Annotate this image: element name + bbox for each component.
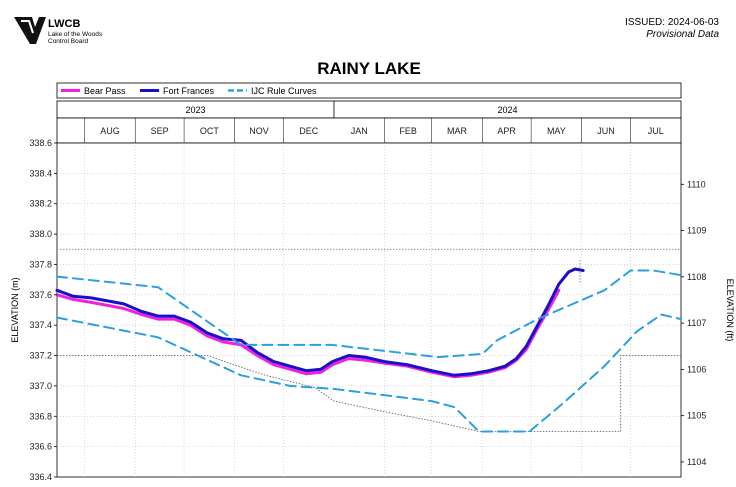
data-status: Provisional Data xyxy=(646,29,719,40)
month-label-may: MAY xyxy=(547,126,566,136)
month-label-dec: DEC xyxy=(299,126,319,136)
legend-label-ijc-rule-curves: IJC Rule Curves xyxy=(251,86,317,96)
month-label-aug: AUG xyxy=(100,126,120,136)
month-label-sep: SEP xyxy=(151,126,169,136)
month-label-feb: FEB xyxy=(399,126,417,136)
logo-org-name: Lake of the Woods xyxy=(48,31,103,38)
chart-title: RAINY LAKE xyxy=(317,59,421,78)
y-tick-label-left: 338.6 xyxy=(29,138,52,148)
series-line-ijc-rule-curves xyxy=(56,269,682,359)
month-label-jan: JAN xyxy=(351,126,368,136)
y-axis-label-right: ELEVATION (ft) xyxy=(725,279,735,342)
y-tick-label-right: 1110 xyxy=(687,179,706,189)
year-label-2024: 2024 xyxy=(497,105,517,115)
y-tick-label-right: 1106 xyxy=(687,364,706,374)
legend-label-fort-frances: Fort Frances xyxy=(163,86,215,96)
legend-label-bear-pass: Bear Pass xyxy=(84,86,126,96)
month-label-nov: NOV xyxy=(249,126,269,136)
month-label-apr: APR xyxy=(497,126,516,136)
year-band xyxy=(56,100,682,119)
month-label-jun: JUN xyxy=(597,126,615,136)
logo-org-name-2: Control Board xyxy=(48,38,88,45)
y-tick-label-left: 337.2 xyxy=(29,351,52,361)
issued-date: ISSUED: 2024-06-03 xyxy=(625,17,719,28)
y-tick-label-right: 1105 xyxy=(687,411,706,421)
y-tick-label-right: 1108 xyxy=(687,272,706,282)
y-tick-label-left: 338.0 xyxy=(29,229,52,239)
y-tick-label-right: 1107 xyxy=(687,318,706,328)
y-tick-label-left: 337.4 xyxy=(29,320,52,330)
y-tick-label-left: 337.8 xyxy=(29,259,52,269)
month-band xyxy=(56,117,682,144)
y-tick-label-left: 338.4 xyxy=(29,168,52,178)
y-tick-label-left: 337.0 xyxy=(29,381,52,391)
series-line-ijc-rule-curves-lower xyxy=(56,313,682,433)
y-tick-label-left: 337.6 xyxy=(29,290,52,300)
y-tick-label-right: 1104 xyxy=(687,457,706,467)
y-tick-label-left: 336.6 xyxy=(29,442,52,452)
month-label-mar: MAR xyxy=(447,126,468,136)
y-tick-label-right: 1109 xyxy=(687,226,706,236)
reference-path xyxy=(57,355,681,432)
legend-box xyxy=(56,82,682,99)
plot-area xyxy=(56,142,682,478)
legend: Bear Pass Fort Frances IJC Rule Curves xyxy=(56,82,682,99)
series-line-fort-frances xyxy=(55,267,585,377)
month-label-jul: JUL xyxy=(648,126,664,136)
month-label-oct: OCT xyxy=(200,126,220,136)
y-tick-label-left: 336.8 xyxy=(29,411,52,421)
logo-mark-text: LWCB xyxy=(48,18,80,30)
logo-w-mark-icon xyxy=(14,17,46,44)
y-tick-label-left: 336.4 xyxy=(29,472,52,482)
y-tick-label-left: 338.2 xyxy=(29,199,52,209)
year-label-2023: 2023 xyxy=(185,105,205,115)
lwcb-logo: LWCB Lake of the Woods Control Board xyxy=(14,17,103,45)
y-axis-label-left: ELEVATION (m) xyxy=(10,277,20,342)
